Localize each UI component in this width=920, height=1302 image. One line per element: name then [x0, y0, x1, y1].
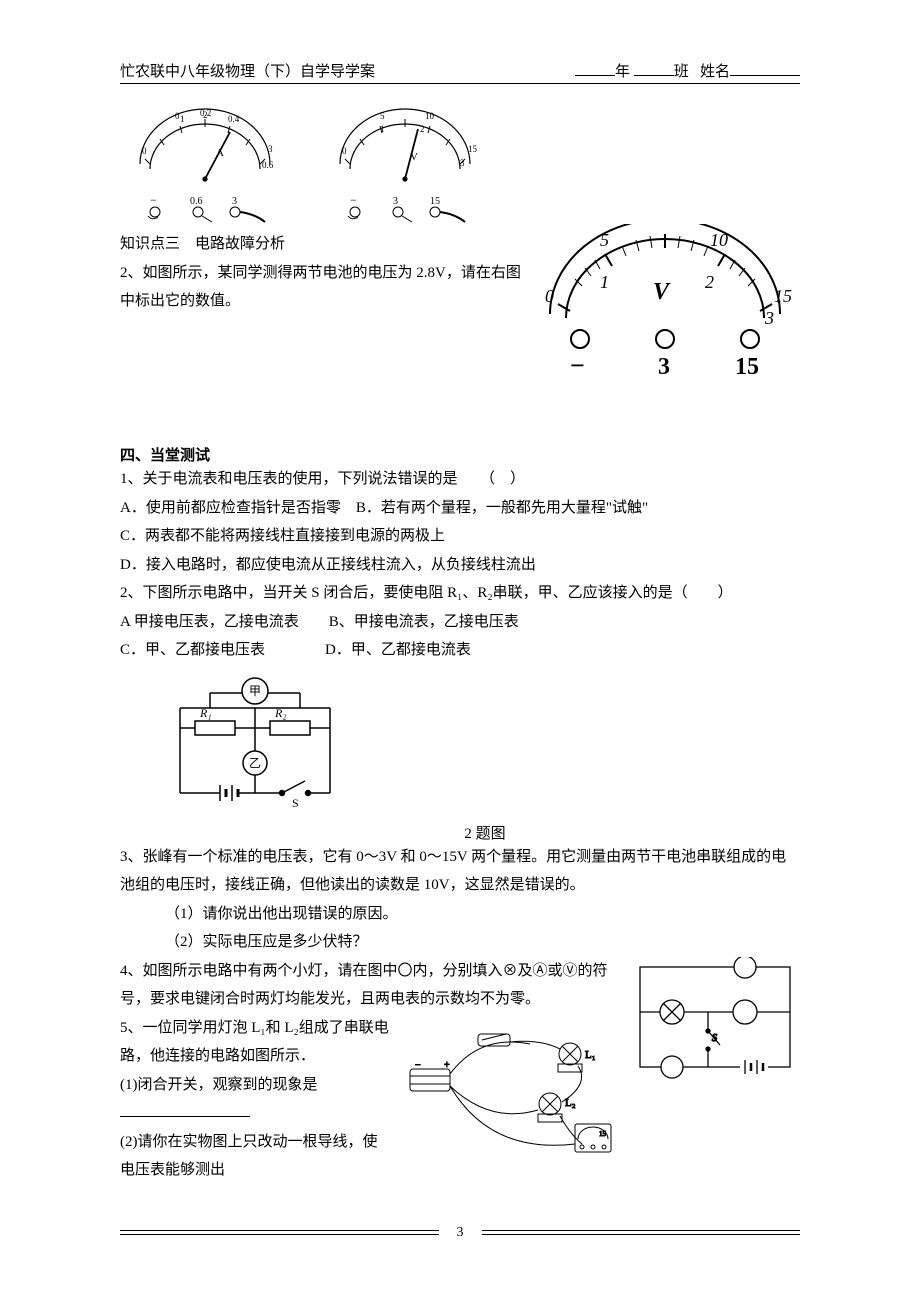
- svg-text:2: 2: [705, 272, 714, 292]
- svg-text:0: 0: [545, 286, 554, 306]
- svg-text:1: 1: [380, 124, 385, 134]
- svg-text:10: 10: [710, 230, 728, 250]
- kp3-title: 知识点三 电路故障分析: [120, 230, 530, 259]
- svg-text:0.6: 0.6: [190, 196, 203, 207]
- q3-2: （2）实际电压应是多少伏特？: [120, 928, 800, 957]
- svg-text:3: 3: [232, 196, 237, 207]
- svg-text:0.6: 0.6: [262, 160, 274, 170]
- svg-text:3: 3: [764, 308, 774, 328]
- svg-text:V: V: [410, 151, 418, 163]
- q2-circuit-icon: R₁ R₂ 甲 乙 S: [160, 673, 360, 813]
- svg-text:0: 0: [142, 146, 147, 156]
- svg-text:−: −: [350, 193, 357, 207]
- q2-caption: 2 题图: [120, 822, 800, 843]
- svg-text:L₁: L₁: [585, 1049, 596, 1061]
- q1-c: C．两表都不能将两接线柱直接接到电源的两极上: [120, 522, 800, 551]
- meters-row: 0 0 1 0.2 2 0.4 3 0.6 A − 0.6 3: [120, 104, 800, 224]
- q5-1-text: (1)闭合开关，观察到的现象是: [120, 1077, 318, 1093]
- kp3-row: 知识点三 电路故障分析 2、如图所示，某同学测得两节电池的电压为 2.8V，请在…: [120, 224, 800, 384]
- svg-text:3: 3: [658, 354, 670, 380]
- q2-cd: C．甲、乙都接电压表 D．甲、乙都接电流表: [120, 636, 800, 665]
- svg-text:乙: 乙: [249, 756, 261, 770]
- q2-ab: A 甲接电压表，乙接电流表 B、甲接电流表，乙接电压表: [120, 608, 800, 637]
- q5-1-blank[interactable]: [120, 1101, 250, 1117]
- svg-text:5: 5: [380, 111, 385, 121]
- class-label: 班: [674, 64, 689, 80]
- svg-text:3: 3: [268, 144, 273, 154]
- svg-text:R₂: R₂: [274, 706, 287, 720]
- ammeter-icon: 0 0 1 0.2 2 0.4 3 0.6 A − 0.6 3: [120, 104, 290, 224]
- svg-text:2: 2: [203, 110, 208, 120]
- svg-text:15: 15: [735, 354, 759, 380]
- svg-text:3: 3: [460, 158, 465, 168]
- q3-1: （1）请你说出他出现错误的原因。: [120, 900, 800, 929]
- year-label: 年: [615, 64, 630, 80]
- kp3-q2: 2、如图所示，某同学测得两节电池的电压为 2.8V，请在右图中标出它的数值。: [120, 259, 530, 316]
- q1-d: D．接入电路时，都应使电流从正接线柱流入，从负接线柱流出: [120, 551, 800, 580]
- page-footer: 3: [120, 1225, 800, 1241]
- svg-text:+: +: [444, 1060, 450, 1071]
- svg-text:S: S: [712, 1033, 717, 1044]
- svg-text:−: −: [415, 1060, 421, 1071]
- voltmeter-big-icon: 5 10 0 1 2 15 3 V − 3 15: [530, 224, 800, 384]
- svg-text:0: 0: [342, 146, 347, 156]
- svg-text:5: 5: [600, 230, 609, 250]
- svg-text:15: 15: [468, 144, 478, 154]
- svg-text:R₁: R₁: [199, 706, 212, 720]
- q4-circuit-icon: S: [630, 957, 800, 1087]
- svg-text:A: A: [216, 147, 224, 159]
- svg-text:−: −: [150, 193, 157, 207]
- q2-circuit-wrap: R₁ R₂ 甲 乙 S 2 题图: [120, 665, 800, 843]
- svg-text:1: 1: [600, 272, 609, 292]
- q2: 2、下图所示电路中，当开关 S 闭合后，要使电阻 R₁、R₂串联，甲、乙应该接入…: [120, 579, 800, 608]
- svg-text:15: 15: [774, 286, 792, 306]
- svg-text:−: −: [570, 351, 585, 380]
- svg-text:3: 3: [393, 196, 398, 207]
- svg-text:1: 1: [180, 114, 185, 124]
- svg-text:2: 2: [420, 124, 425, 134]
- section4-title: 四、当堂测试: [120, 444, 800, 465]
- svg-text:10: 10: [425, 111, 435, 121]
- q1-ab: A．使用前都应检查指针是否指零 B．若有两个量程，一般都先用大量程"试触": [120, 494, 800, 523]
- name-label: 姓名: [700, 64, 730, 80]
- voltmeter-small-icon: 0 5 10 1 2 15 3 V − 3 15: [320, 104, 490, 224]
- svg-text:V: V: [653, 279, 671, 305]
- svg-text:0.4: 0.4: [228, 114, 240, 124]
- q5-circuit-icon: −+ L₁ L₂ 15: [400, 1014, 620, 1164]
- header-title: 忙农联中八年级物理（下）自学导学案: [120, 60, 375, 81]
- page-header: 忙农联中八年级物理（下）自学导学案 年 班 姓名: [120, 60, 800, 84]
- svg-text:甲: 甲: [249, 684, 261, 698]
- svg-text:15: 15: [430, 196, 440, 207]
- footer-line-left: [120, 1230, 439, 1235]
- page-number: 3: [449, 1225, 472, 1241]
- q1: 1、关于电流表和电压表的使用，下列说法错误的是 （ ）: [120, 465, 800, 494]
- svg-text:S: S: [292, 796, 299, 810]
- name-blank[interactable]: [730, 60, 800, 76]
- year-blank[interactable]: [575, 60, 615, 76]
- q3: 3、张峰有一个标准的电压表，它有 0～3V 和 0～15V 两个量程。用它测量由…: [120, 843, 800, 900]
- header-blanks: 年 班 姓名: [575, 60, 800, 81]
- svg-text:15: 15: [599, 1130, 607, 1138]
- class-blank[interactable]: [634, 60, 674, 76]
- footer-line-right: [482, 1230, 801, 1235]
